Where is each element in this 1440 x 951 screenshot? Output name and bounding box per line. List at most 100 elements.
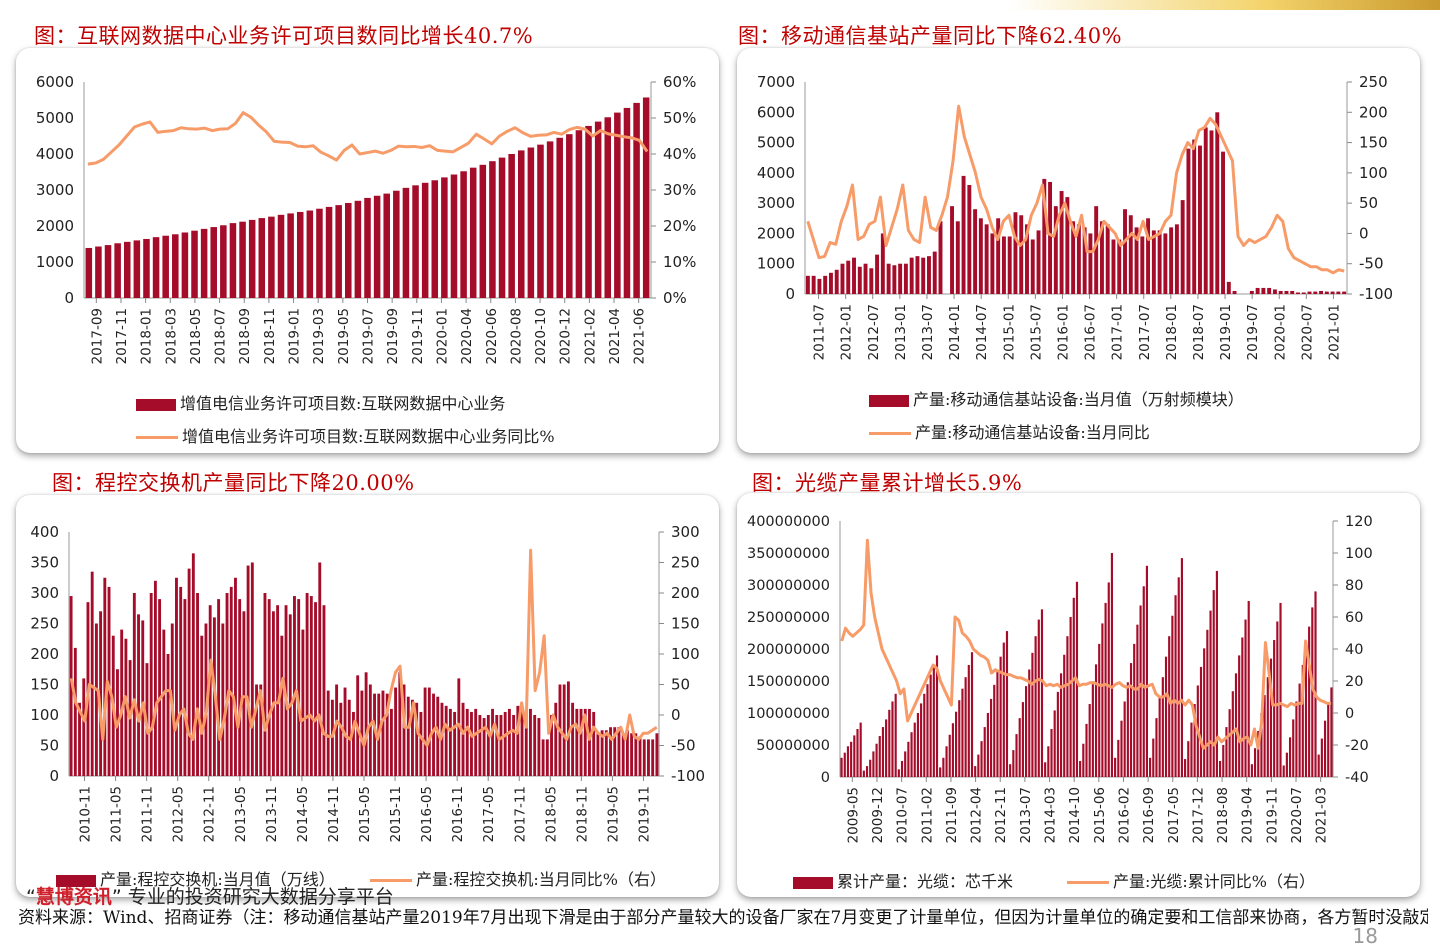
- bar: [945, 746, 948, 777]
- watermark-brand: 慧博资讯: [35, 886, 112, 908]
- bar: [448, 708, 452, 776]
- x-tick-label: 2016-02: [1116, 787, 1132, 843]
- bar: [1158, 697, 1161, 777]
- bar: [107, 586, 111, 776]
- chart1-plot: 0 1000 2000 3000 4000 5000 6000 0% 10% 20% 30% 40% 5…: [36, 73, 697, 364]
- x-tick-label: 2011-09: [944, 787, 960, 843]
- bar: [909, 257, 914, 294]
- bar: [431, 180, 439, 298]
- bar: [840, 757, 843, 777]
- bar: [406, 696, 410, 776]
- bar: [461, 702, 465, 776]
- bar: [857, 266, 862, 294]
- bar: [419, 711, 423, 776]
- x-tick-label: 2021-06: [632, 308, 648, 364]
- y-right-tick-label: 50: [671, 676, 690, 694]
- bar: [1111, 239, 1116, 294]
- x-tick-label: 2018-11: [574, 786, 590, 842]
- bar: [1123, 701, 1126, 777]
- x-tick-label: 2016-11: [450, 786, 466, 842]
- x-tick-label: 2012-11: [202, 786, 218, 842]
- bar: [436, 696, 440, 776]
- bar: [571, 702, 575, 776]
- bar: [1002, 642, 1005, 777]
- bar: [935, 655, 939, 777]
- bar: [1149, 757, 1152, 777]
- bar: [865, 766, 869, 777]
- bar: [1263, 695, 1266, 777]
- bar: [491, 708, 494, 776]
- bar: [1209, 130, 1214, 294]
- bar: [846, 260, 851, 294]
- bar: [878, 736, 881, 777]
- bar: [486, 715, 490, 776]
- x-tick-label: 2019-11: [410, 308, 426, 364]
- bar: [875, 254, 880, 294]
- bar: [316, 208, 323, 298]
- legend-line-swatch: [136, 436, 178, 439]
- bar: [421, 182, 429, 298]
- x-tick-label: 2020-07: [1299, 304, 1315, 360]
- bar: [516, 705, 520, 776]
- bar: [1117, 239, 1122, 294]
- bar: [368, 684, 372, 776]
- y-right-tick-label: 100: [671, 645, 700, 663]
- bar: [1063, 654, 1066, 777]
- bar: [566, 134, 573, 298]
- bar: [402, 684, 406, 776]
- bar: [647, 739, 650, 776]
- bar: [255, 684, 258, 776]
- bar: [1031, 652, 1034, 777]
- y-left-tick-label: 2000: [36, 217, 74, 235]
- bar: [259, 684, 263, 776]
- bar: [1025, 224, 1029, 294]
- bar: [990, 233, 995, 294]
- bar: [1267, 287, 1272, 294]
- bar: [625, 730, 629, 776]
- bar: [977, 754, 980, 777]
- chart1-legend-bar: 增值电信业务许可项目数:互联网数据中心业务: [136, 390, 505, 414]
- bar: [221, 623, 225, 776]
- bar: [974, 766, 977, 777]
- bar: [200, 635, 204, 776]
- top-decor-bar: [0, 0, 1440, 10]
- bar: [556, 137, 563, 298]
- bar: [258, 218, 266, 298]
- bar: [996, 670, 999, 777]
- x-tick-label: 2021-03: [1314, 787, 1330, 843]
- bar: [913, 722, 916, 777]
- bar: [1199, 666, 1203, 777]
- bar: [853, 735, 856, 777]
- bar: [961, 175, 966, 294]
- bar: [1308, 626, 1311, 777]
- chart3-panel: 0 50 100 150 200 250 300 350 400 -100 -50 0 50 100 150…: [16, 495, 719, 897]
- bar: [1085, 723, 1088, 777]
- bar: [482, 718, 486, 776]
- bar: [898, 263, 903, 294]
- bar: [840, 263, 845, 294]
- bar: [642, 97, 650, 298]
- x-tick-label: 2014-10: [1067, 787, 1083, 843]
- bar: [460, 171, 467, 298]
- x-tick-label: 2012-07: [866, 304, 882, 360]
- legend-bar-label: 累计产量：光缆：芯千米: [837, 872, 1014, 891]
- bar: [153, 580, 157, 776]
- bar: [554, 702, 558, 776]
- bar: [1134, 227, 1139, 294]
- chart4-title: 图：光缆产量累计增长5.9%: [752, 471, 1023, 495]
- bar: [229, 223, 237, 298]
- x-tick-label: 2012-01: [839, 304, 855, 360]
- bar: [929, 674, 932, 777]
- bar: [322, 605, 326, 776]
- x-tick-label: 2016-07: [1083, 304, 1099, 360]
- bar: [453, 711, 457, 776]
- bar: [267, 599, 271, 776]
- chart3-title: 图：程控交换机产量同比下降20.00%: [52, 471, 415, 495]
- x-tick-label: 2017-11: [512, 786, 528, 842]
- bar: [585, 125, 592, 298]
- bar: [288, 614, 292, 776]
- bar: [276, 605, 280, 776]
- x-tick-label: 2021-04: [607, 308, 623, 364]
- bar: [1212, 590, 1215, 777]
- bar: [1105, 224, 1110, 294]
